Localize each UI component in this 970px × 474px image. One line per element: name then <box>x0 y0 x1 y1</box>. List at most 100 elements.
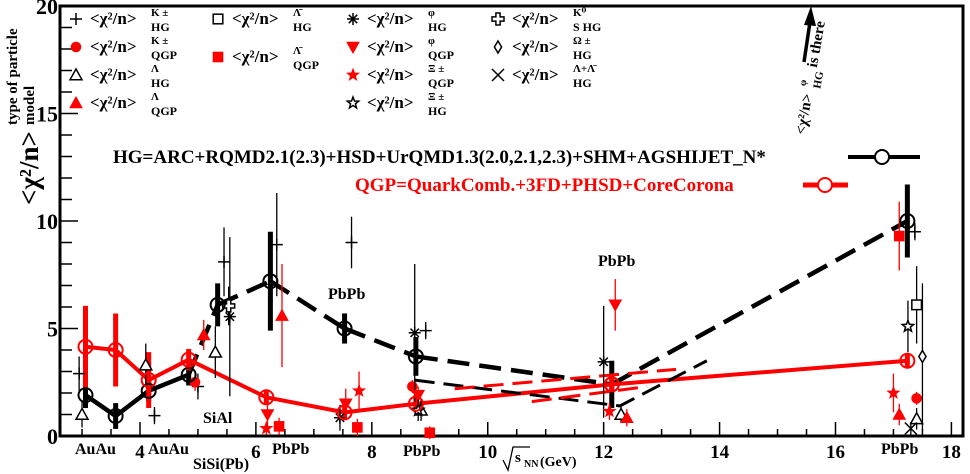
y-tick-label: 5 <box>47 317 58 342</box>
legend-label: <χ²/n> <box>90 93 137 112</box>
legend-label: <χ²/n> <box>512 37 559 56</box>
series-line-segment <box>344 401 417 415</box>
series-line-segment <box>265 395 345 415</box>
system-label: SiSi(Pb) <box>193 456 249 473</box>
legend: <χ²/n> K ±HG<χ²/n> K ±QGP<χ²/n> ΛHG<χ²/n> ΛQ… <box>68 7 920 196</box>
extra-dashed-line <box>454 367 677 391</box>
marker-K_HG <box>345 236 358 249</box>
asterisk-icon <box>223 310 236 323</box>
marker-L_HG <box>74 406 90 421</box>
plus-icon <box>908 225 921 238</box>
series-line-segment <box>187 357 268 400</box>
triangle-down-icon <box>411 389 426 403</box>
triangle-icon <box>619 410 634 424</box>
legend-label-sub: HG <box>151 20 170 34</box>
y-tick-label: 10 <box>36 209 58 234</box>
legend-entry-K_HG: <χ²/n> K ±HG <box>70 7 170 34</box>
system-label: PbPb <box>272 441 309 458</box>
legend-entry-AL_QGP: <χ²/n> Λ̄QGP <box>212 45 319 72</box>
legend-marker <box>212 13 224 25</box>
legend-label: <χ²/n> <box>90 9 137 28</box>
marker-K_HG <box>908 225 921 238</box>
marker-K_HG <box>73 367 86 380</box>
markers <box>73 193 927 440</box>
marker-Xi_QGP <box>259 421 274 435</box>
legend-marker <box>212 51 224 63</box>
legend-label-sup: φ <box>428 35 435 47</box>
triangle-down-icon <box>608 299 623 312</box>
legend-marker <box>347 13 359 25</box>
legend-label-sub: QGP <box>428 76 454 90</box>
legend-hg-circle <box>874 149 890 165</box>
legend-label-sub: HG <box>293 20 312 34</box>
legend-marker <box>346 41 360 55</box>
marker-phi_HG <box>223 310 236 323</box>
legend-label-sub: HG <box>573 76 592 90</box>
series-point <box>180 366 197 383</box>
system-label: PbPb <box>881 441 918 458</box>
plus-icon <box>270 238 283 251</box>
square-icon <box>352 422 363 433</box>
y-tick-label: 20 <box>36 0 58 19</box>
legend-label: <χ²/n> <box>367 93 414 112</box>
series-point <box>407 348 424 365</box>
extra-dashed-line <box>414 359 708 408</box>
series-point <box>77 387 94 404</box>
series-lines <box>83 184 910 429</box>
series-line-segment <box>84 393 117 418</box>
marker-Xi_HG <box>900 318 916 333</box>
legend-label-sup: Ω ± <box>573 35 591 47</box>
legend-qgp-model: QGP=QuarkComb.+3FD+PHSD+CoreCorona <box>355 175 734 196</box>
legend-marker <box>68 67 84 81</box>
series-line-segment <box>415 382 612 406</box>
extra-dashed-line <box>531 385 648 404</box>
system-label: PbPb <box>403 443 440 460</box>
series-point <box>209 296 226 313</box>
square-icon <box>911 299 923 311</box>
diamond-icon <box>493 39 503 55</box>
triangle-icon <box>909 411 924 425</box>
system-label: PbPb <box>598 253 635 270</box>
arrow-head-icon <box>804 6 816 26</box>
y-axis-label-sup: type of particle <box>5 28 21 125</box>
plus-icon <box>218 255 231 268</box>
axes: 4 6 8 10 12 14 16 18 0 5 10 15 20 s NN (GeV) <χ²/n> type… <box>5 0 965 472</box>
triangle-icon <box>892 407 907 420</box>
marker-Om_HG <box>917 348 927 364</box>
y-axis-label: <χ²/n> type of particle model <box>5 28 44 205</box>
marker-Xi_QGP <box>602 403 617 418</box>
series-line-segment <box>610 219 909 387</box>
star-icon <box>352 383 367 397</box>
legend-label-sup: K⁰ <box>573 7 587 19</box>
series-point <box>140 382 157 399</box>
legend-marker <box>345 94 361 110</box>
legend-entry-Om_HG: <χ²/n> Ω ±HG <box>493 35 592 62</box>
plus-icon <box>148 409 161 422</box>
triangle-icon <box>69 95 83 109</box>
square-icon <box>273 421 285 432</box>
arrow-note-sup: φ <box>798 79 810 87</box>
y-tick-label: 15 <box>36 102 58 127</box>
legend-label-sup: Λ <box>151 63 159 75</box>
legend-marker <box>70 13 82 25</box>
series-point <box>407 395 424 412</box>
y-tick-label: 0 <box>47 424 58 449</box>
x-axis-label-sub: NN <box>524 459 539 470</box>
legend-label-sup: Ξ ± <box>428 91 444 103</box>
triangle-icon <box>74 406 90 421</box>
legend-label-sub: HG <box>428 20 447 34</box>
series-point <box>899 352 916 369</box>
series-point <box>336 320 353 337</box>
legend-entry-K_QGP: <χ²/n> K ±QGP <box>70 35 177 62</box>
marker-K_QGP <box>911 393 922 404</box>
triangle-icon <box>275 308 289 321</box>
legend-label: <χ²/n> <box>512 9 559 28</box>
x-tick-label: 18 <box>942 442 961 463</box>
legend-label-sup: Λ̄ <box>293 7 303 19</box>
legend-label-sub: S HG <box>573 20 601 34</box>
legend-label-sub: QGP <box>293 58 319 72</box>
marker-K_HG <box>148 409 161 422</box>
legend-label: <χ²/n> <box>232 9 279 28</box>
x-icon <box>491 68 505 82</box>
legend-marker <box>491 68 505 82</box>
